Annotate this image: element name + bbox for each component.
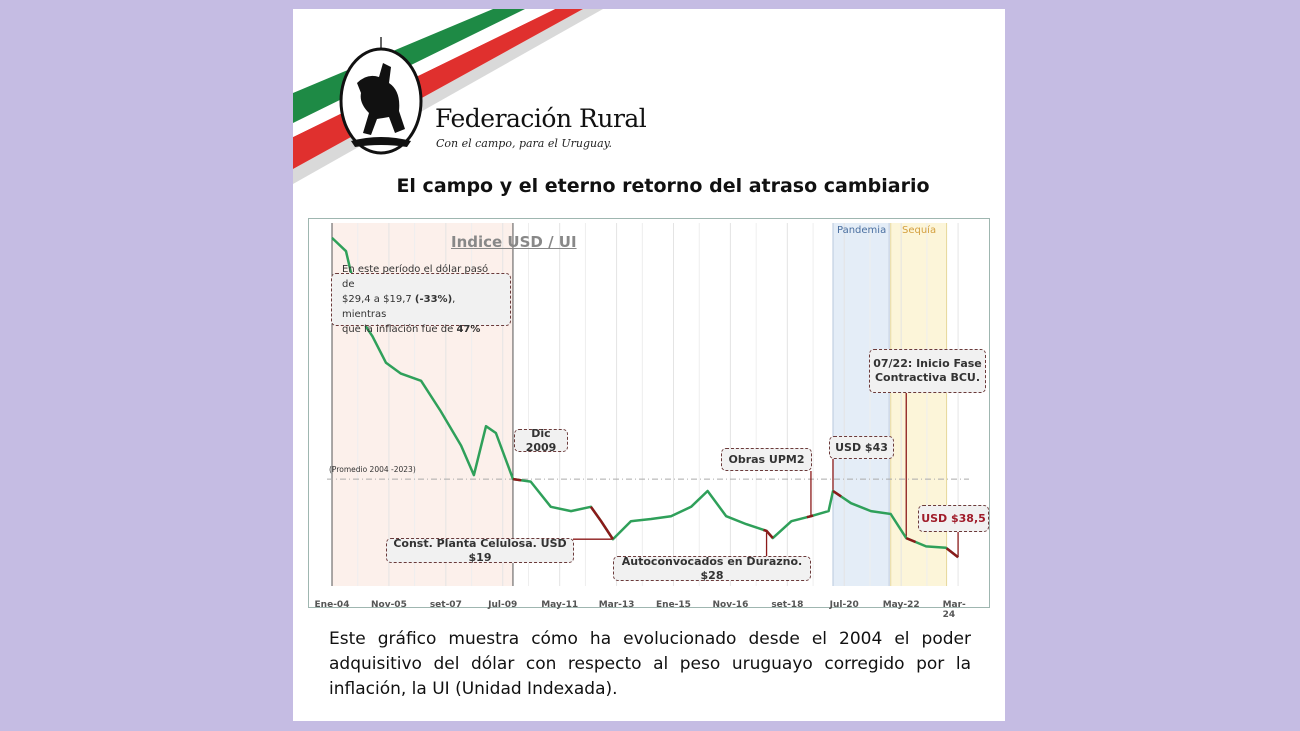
annotation-bcu-line2: Contractiva BCU. bbox=[874, 371, 981, 384]
highlighted-segment bbox=[905, 536, 917, 544]
annotation-dic-2009: Dic 2009 bbox=[514, 427, 568, 454]
band-label-pandemia: Pandemia bbox=[837, 225, 887, 236]
reference-line-label: (Promedio 2004 -2023) bbox=[329, 465, 416, 474]
annotation-bcu-line1: 07/22: Inicio Fase bbox=[873, 357, 982, 370]
annotation-durazno: Autoconvocados en Durazno. $28 bbox=[613, 555, 811, 582]
x-tick-label: Jul-09 bbox=[488, 600, 518, 610]
annotation-period-line1: En este período el dólar pasó de bbox=[342, 264, 489, 290]
highlighted-segment bbox=[512, 477, 522, 482]
org-tagline: Con el campo, para el Uruguay. bbox=[436, 137, 612, 150]
annotation-period: En este período el dólar pasó de $29,4 a… bbox=[331, 264, 511, 335]
x-tick-label: set-18 bbox=[771, 600, 804, 610]
x-tick-label: Jul-20 bbox=[829, 600, 859, 610]
annotation-bcu: 07/22: Inicio Fase Contractiva BCU. bbox=[869, 349, 986, 393]
highlighted-segment bbox=[945, 547, 959, 559]
annotation-period-line3a: que la inflación fue de bbox=[342, 324, 457, 335]
chart-title: Indice USD / UI bbox=[451, 233, 577, 251]
annotation-period-line2c: , mientras bbox=[342, 294, 456, 320]
annotation-usd38: USD $38,5 bbox=[918, 505, 989, 532]
x-tick-label: Ene-04 bbox=[314, 600, 350, 610]
highlighted-segment bbox=[806, 514, 814, 519]
x-tick-label: Nov-05 bbox=[370, 600, 407, 610]
highlighted-segment bbox=[763, 528, 774, 539]
infographic-card: Federación Rural Con el campo, para el U… bbox=[293, 9, 1005, 721]
annotation-period-line2a: $29,4 a $19,7 bbox=[342, 294, 415, 305]
highlighted-segment bbox=[589, 506, 614, 540]
highlighted-segment bbox=[832, 489, 842, 498]
org-name: Federación Rural bbox=[435, 104, 647, 133]
annotation-upm2: Obras UPM2 bbox=[721, 448, 812, 471]
band-pandemia bbox=[832, 223, 890, 586]
x-tick-label: Mar-13 bbox=[598, 600, 635, 610]
x-tick-label: May-11 bbox=[541, 600, 579, 610]
x-tick-label: Nov-16 bbox=[712, 600, 749, 610]
x-tick-label: Ene-15 bbox=[656, 600, 691, 610]
description: Este gráfico muestra cómo ha evolucionad… bbox=[329, 629, 971, 699]
annotation-period-inflation: 47% bbox=[456, 324, 481, 335]
annotation-usd43: USD $43 bbox=[829, 436, 894, 459]
x-tick-label: May-22 bbox=[882, 600, 920, 610]
annotation-celulosa: Const. Planta Celulosa. USD $19 bbox=[386, 537, 574, 564]
x-tick-label: set-07 bbox=[429, 600, 462, 610]
band-label-sequia: Sequía bbox=[902, 225, 937, 236]
chart: Indice USD / UI Pandemia Sequía (Promedi… bbox=[308, 218, 990, 620]
x-tick-label: Mar-24 bbox=[942, 600, 966, 620]
federacion-rural-logo bbox=[339, 37, 423, 155]
annotation-period-pct: (-33%) bbox=[414, 294, 453, 305]
main-title: El campo y el eterno retorno del atraso … bbox=[396, 175, 930, 197]
